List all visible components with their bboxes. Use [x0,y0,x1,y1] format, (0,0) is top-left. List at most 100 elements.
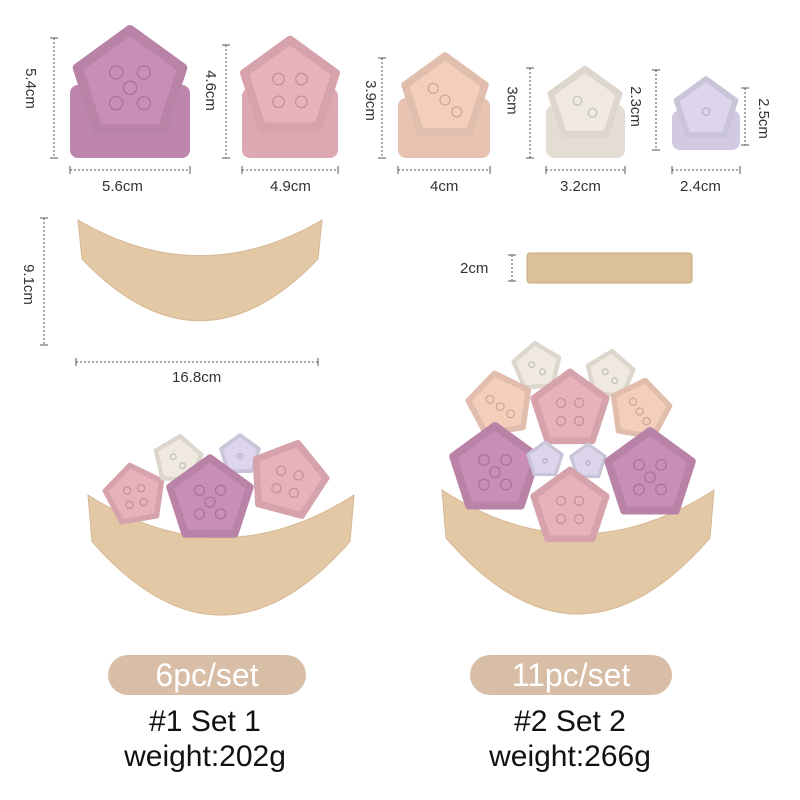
piece-face [585,348,636,398]
piece-dot [439,94,451,106]
set-1-piece-1 [102,462,165,525]
piece-face [547,65,623,138]
piece-dot [489,466,501,479]
set-2-name: #2 Set 2 [514,705,626,738]
piece-dot [451,106,463,118]
piece-dot [108,95,124,111]
piece-dot [500,454,512,466]
piece-face [166,454,254,538]
piece-dot [204,496,216,508]
piece-dot [573,397,585,409]
piece-dot [528,361,536,369]
piece-dot [478,454,490,466]
set-2-count-badge: 11pc/set [470,655,672,695]
piece-face [673,76,739,138]
piece-dot [495,402,505,412]
moon-piece [77,219,323,322]
piece-dot [485,394,495,404]
piece-5-pentagon [673,76,739,138]
piece-dot [193,484,206,496]
set-2-piece-6 [449,422,541,510]
piece-dot [275,465,287,476]
piece-4-pentagon [547,65,623,138]
piece-dot [506,409,516,419]
piece-3-width: 4cm [430,178,459,195]
piece-dot [585,460,591,466]
piece-dot [136,65,152,80]
piece-dot [293,470,304,481]
piece-face [449,422,541,510]
piece-face [511,340,562,390]
piece-face [604,427,696,515]
piece-face [401,52,489,136]
piece-dot [108,65,124,80]
piece-face [530,368,610,445]
piece-dot [701,107,711,116]
piece-dot [288,487,300,499]
piece-5-height: 2.3cm [626,86,644,127]
piece-dot [633,483,645,496]
piece-dot [125,500,134,509]
piece-dot [644,471,656,484]
piece-dot [214,508,227,520]
piece-dot [633,459,645,471]
piece-4-height: 3cm [503,86,521,115]
piece-face [252,439,330,519]
piece-dot [587,107,598,118]
piece-dot [601,368,609,376]
piece-4-width: 3.2cm [560,178,601,195]
piece-dot [139,498,148,507]
piece-dot [538,368,546,376]
piece-dot [655,459,667,471]
piece-dot [236,452,244,460]
piece-dot [193,508,206,520]
piece-dot [628,397,638,406]
set-2-weight: weight:266g [489,740,651,773]
piece-dot [572,95,583,106]
set-1-weight: weight:202g [124,740,286,773]
piece-1-pentagon [72,25,188,135]
set-1-piece-5 [166,454,254,538]
piece-face [530,466,610,543]
set-2-piece-8 [569,442,607,479]
set-2-piece-7 [526,440,564,477]
piece-dot [272,95,285,109]
piece-dot [122,486,132,495]
piece-3-height: 3.9cm [361,80,379,121]
piece-5-side: 2.5cm [754,98,772,139]
piece-3-pentagon [401,52,489,136]
set-1-piece-4 [252,439,330,519]
set-2-piece-4 [610,377,673,440]
piece-dot [136,95,152,111]
piece-face [72,25,188,135]
piece-dot [136,484,146,493]
piece-face [240,35,340,132]
piece-2-width: 4.9cm [270,178,311,195]
piece-dot [272,72,285,86]
set-1-count-badge: 6pc/set [108,655,306,695]
piece-2-height: 4.6cm [201,70,219,111]
set-1-moon [87,494,355,616]
piece-1-width: 5.6cm [102,178,143,195]
piece-dot [573,495,585,507]
set-2-moon [441,489,715,615]
set-2-piece-10 [530,466,610,543]
set-2-piece-5 [530,368,610,445]
piece-dot [478,478,490,491]
piece-dot [427,82,439,94]
piece-dot [555,513,567,525]
set-2-piece-9 [604,427,696,515]
piece-dot [573,513,585,525]
piece-2-pentagon [240,35,340,132]
piece-dot [555,415,567,427]
piece-dot [542,458,548,464]
piece-5-width: 2.4cm [680,178,721,195]
piece-1-height: 5.4cm [21,68,39,109]
piece-dot [555,397,567,409]
piece-dot [642,417,651,426]
set-2-piece-1 [511,340,562,390]
stick-piece [526,252,693,284]
moon-width: 16.8cm [172,369,222,386]
